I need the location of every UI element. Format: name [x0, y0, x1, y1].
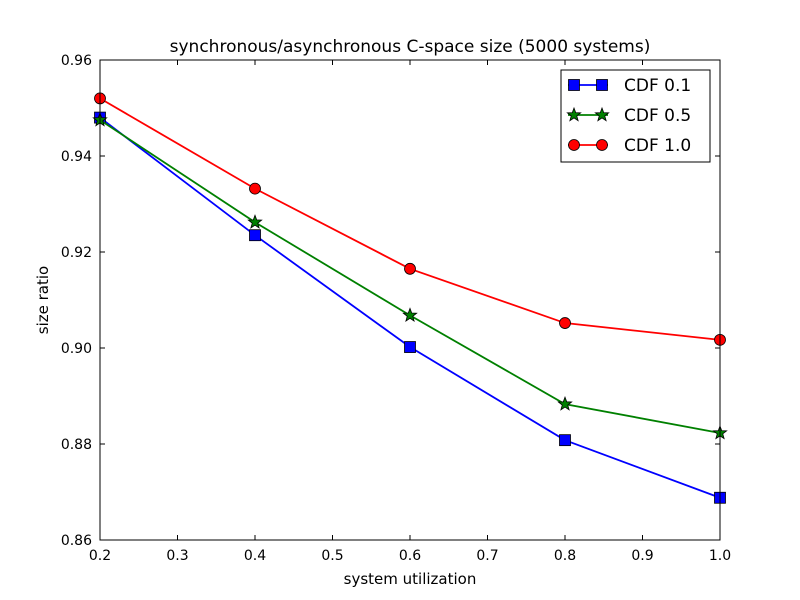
x-tick-label: 0.2 [89, 548, 111, 564]
series-layer [92, 92, 728, 504]
y-tick-label: 0.94 [61, 149, 92, 165]
legend-marker [594, 106, 610, 122]
data-point [247, 214, 263, 229]
x-tick-label: 0.7 [476, 548, 498, 564]
data-point [404, 341, 416, 353]
series-line-1 [99, 119, 721, 434]
y-tick-label: 0.96 [61, 53, 92, 69]
legend-marker [568, 79, 580, 91]
legend-marker [596, 79, 608, 91]
x-tick-label: 0.9 [631, 548, 653, 564]
x-tick-label: 0.6 [399, 548, 421, 564]
x-tick-label: 1.0 [709, 548, 731, 564]
legend: CDF 0.1 CDF 0.5 CDF 1.0 [560, 69, 711, 163]
legend-label: CDF 1.0 [624, 136, 691, 156]
chart-title: synchronous/asynchronous C-space size (5… [170, 37, 651, 57]
legend-label: CDF 0.1 [624, 76, 691, 96]
legend-marker [566, 106, 582, 122]
legend-label: CDF 0.5 [624, 106, 691, 126]
x-tick-label: 0.3 [166, 548, 188, 564]
x-axis-label: system utilization [344, 570, 477, 588]
legend-marker [596, 139, 608, 151]
data-point [249, 229, 261, 242]
data-point [559, 434, 571, 447]
x-tick-label: 0.8 [554, 548, 576, 564]
y-axis-label: size ratio [34, 266, 52, 334]
y-tick-label: 0.88 [61, 437, 92, 453]
data-point [559, 317, 571, 329]
data-point [404, 262, 416, 275]
data-point [249, 182, 261, 195]
y-tick-label: 0.90 [61, 341, 92, 357]
legend-marker [568, 139, 580, 151]
x-tick-label: 0.4 [244, 548, 266, 564]
y-tick-label: 0.92 [61, 245, 92, 261]
ticks-layer: 0.2 0.3 0.4 0.5 0.6 0.7 0.8 0.9 1.0 0.86 0.88 0.90 0… [61, 53, 731, 564]
data-point [557, 395, 573, 411]
y-tick-label: 0.86 [61, 533, 92, 549]
x-tick-label: 0.5 [321, 548, 343, 564]
data-point [402, 307, 418, 322]
